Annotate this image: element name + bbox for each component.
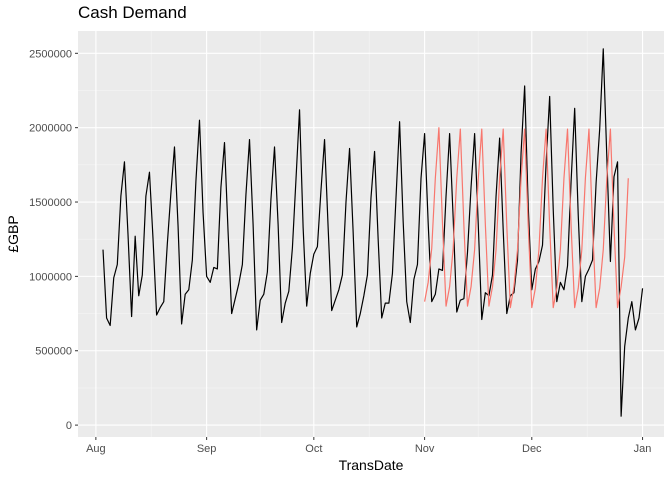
x-tick-label: Oct — [305, 443, 322, 455]
x-tick-label: Sep — [197, 443, 217, 455]
x-axis: Aug Sep Oct Nov Dec Jan — [86, 437, 651, 455]
x-tick-label: Dec — [522, 443, 542, 455]
y-tick-label: 0 — [66, 420, 72, 432]
series-line-2 — [424, 127, 629, 309]
y-tick-label: 2000000 — [29, 123, 72, 135]
y-axis-title: £GBP — [5, 215, 21, 252]
x-tick-label: Jan — [634, 443, 652, 455]
y-tick-label: 500000 — [35, 346, 72, 358]
x-axis-title: TransDate — [339, 457, 404, 473]
major-gridlines — [78, 31, 664, 437]
y-tick-label: 2500000 — [29, 48, 72, 60]
chart-title: Cash Demand — [78, 3, 187, 22]
y-axis: 0 500000 1000000 1500000 2000000 2500000 — [29, 48, 78, 432]
y-tick-label: 1500000 — [29, 197, 72, 209]
plot-panel — [78, 31, 664, 437]
x-tick-label: Aug — [86, 443, 106, 455]
x-tick-label: Nov — [415, 443, 435, 455]
y-tick-label: 1000000 — [29, 271, 72, 283]
series-line-1 — [102, 48, 644, 417]
series-layer — [102, 48, 644, 417]
